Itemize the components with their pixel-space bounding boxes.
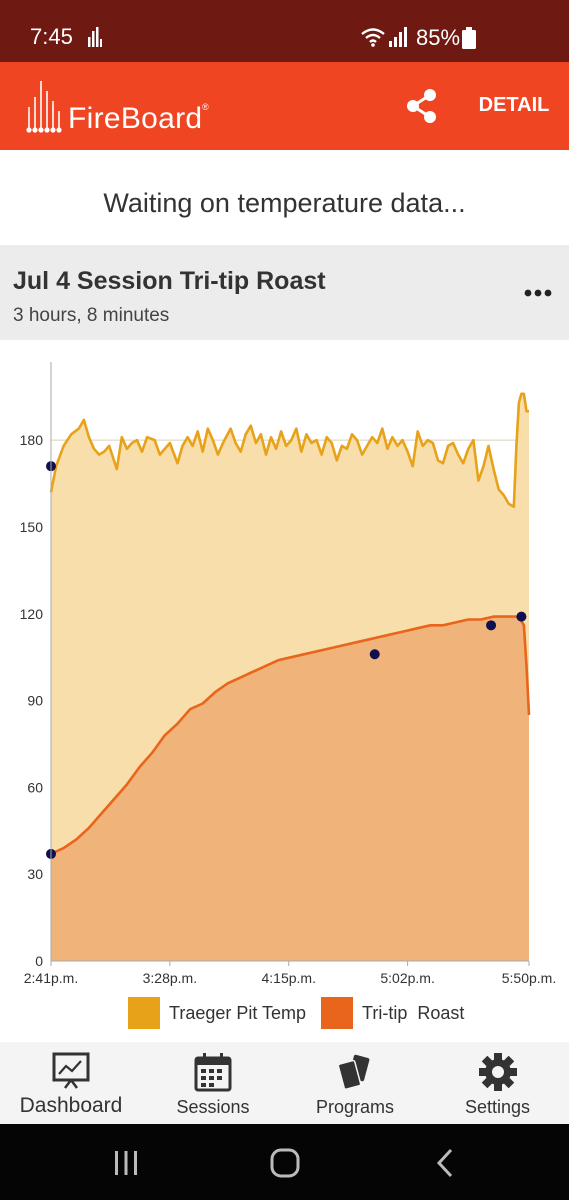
- recents-icon[interactable]: [112, 1150, 140, 1176]
- y-tick-label: 30: [27, 866, 43, 882]
- session-duration: 3 hours, 8 minutes: [13, 305, 170, 326]
- dashboard-icon: [52, 1052, 90, 1089]
- nav-settings[interactable]: Settings: [426, 1042, 569, 1124]
- trademark-symbol: ®: [202, 102, 209, 112]
- y-tick-label: 180: [20, 432, 44, 448]
- roast-temp-marker: [486, 620, 497, 631]
- legend-swatch-roast: [321, 997, 353, 1029]
- nav-sessions-label: Sessions: [176, 1097, 250, 1117]
- y-tick-label: 0: [35, 953, 43, 969]
- share-icon[interactable]: [404, 88, 438, 124]
- y-tick-label: 120: [20, 606, 44, 622]
- nav-programs[interactable]: Programs: [284, 1042, 426, 1124]
- temperature-chart[interactable]: 0 30 60 90 120 150 180 2:41p.m. 3:28p.m. 4:15p.m.…: [0, 340, 569, 1040]
- back-icon[interactable]: [434, 1148, 456, 1178]
- y-tick-label: 150: [20, 519, 44, 535]
- y-tick-label: 60: [27, 779, 43, 795]
- nav-settings-label: Settings: [464, 1097, 531, 1117]
- chart-svg: 0 30 60 90 120 150 180 2:41p.m. 3:28p.m. 4:15p.m.…: [20, 362, 556, 986]
- roast-temp-marker: [369, 649, 380, 660]
- system-nav-bar: [0, 1124, 569, 1200]
- session-header: Jul 4 Session Tri-tip Roast 3 hours, 8 m…: [0, 245, 569, 340]
- waiting-message: Waiting on temperature data...: [103, 188, 466, 218]
- chart-legend: Traeger Pit Temp Tri-tip Roast: [0, 995, 569, 1031]
- roast-temp-area: [51, 616, 529, 961]
- wifi-icon: [361, 28, 385, 47]
- status-bar: 7:45 85%: [0, 0, 569, 62]
- roast-temp-line: [50, 615, 531, 856]
- programs-cards-icon: [337, 1054, 370, 1090]
- more-icon[interactable]: [518, 283, 558, 303]
- x-tick-label: 3:28p.m.: [143, 970, 197, 986]
- nav-dashboard[interactable]: Dashboard: [0, 1042, 142, 1124]
- brand-name: FireBoard: [68, 102, 203, 135]
- x-tick-label: 5:50p.m.: [502, 970, 556, 986]
- signal-bars-icon: [88, 27, 102, 47]
- x-tick-label: 5:02p.m.: [380, 970, 434, 986]
- nav-sessions[interactable]: Sessions: [142, 1042, 284, 1124]
- battery-percent: 85%: [416, 25, 461, 50]
- nav-programs-label: Programs: [315, 1097, 395, 1117]
- fireboard-logo-icon: [26, 81, 62, 133]
- battery-icon: [462, 27, 476, 49]
- legend-label-pit: Traeger Pit Temp: [169, 1003, 307, 1023]
- legend-swatch-pit: [128, 997, 160, 1029]
- y-tick-label: 90: [27, 693, 43, 709]
- session-title: Jul 4 Session Tri-tip Roast: [13, 267, 326, 295]
- app-bar: FireBoard ® DETAIL: [0, 62, 569, 150]
- sessions-calendar-icon: [194, 1053, 232, 1092]
- bottom-nav: Dashboard Sessions Programs: [0, 1042, 569, 1124]
- legend-label-roast: Tri-tip Roast: [362, 1003, 465, 1023]
- detail-button[interactable]: DETAIL: [478, 94, 550, 116]
- home-icon[interactable]: [270, 1148, 300, 1178]
- cell-signal-icon: [389, 27, 407, 47]
- x-tick-label: 2:41p.m.: [24, 970, 78, 986]
- roast-temp-marker: [516, 611, 527, 622]
- status-time: 7:45: [30, 24, 73, 49]
- pit-temp-line: [49, 392, 529, 508]
- x-tick-label: 4:15p.m.: [261, 970, 315, 986]
- settings-gear-icon: [479, 1053, 517, 1091]
- nav-dashboard-label: Dashboard: [19, 1094, 123, 1117]
